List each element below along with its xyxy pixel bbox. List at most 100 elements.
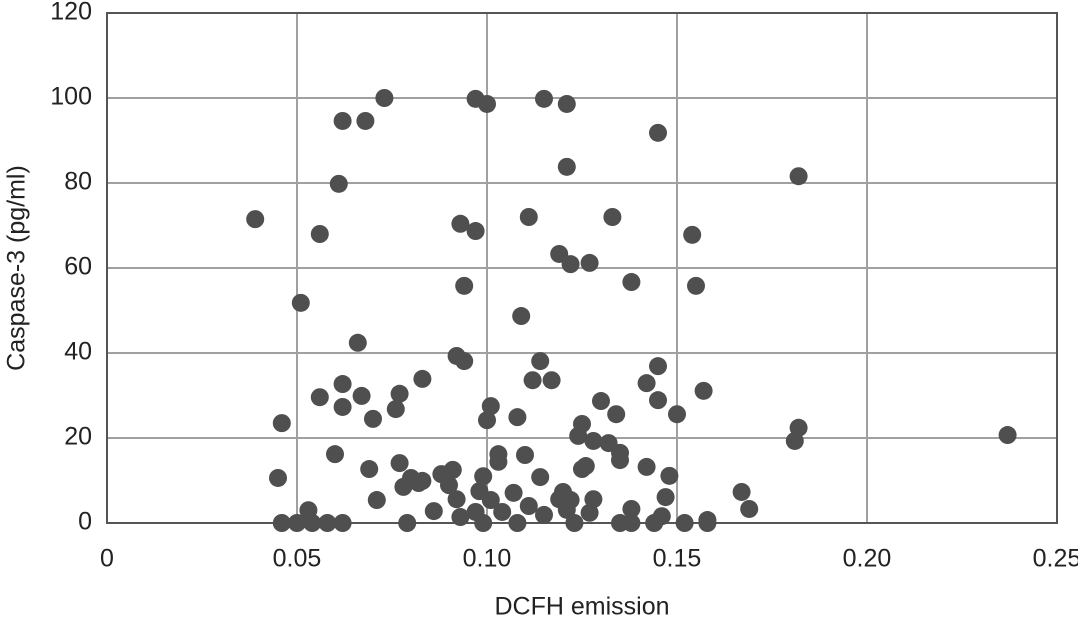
x-tick-label: 0.10 (463, 545, 512, 573)
point (683, 225, 702, 244)
point (489, 452, 508, 471)
point (424, 502, 443, 521)
point (512, 307, 531, 326)
point (390, 384, 409, 403)
point (481, 397, 500, 416)
point (333, 397, 352, 416)
y-tick-label: 120 (50, 0, 92, 26)
point (694, 381, 713, 400)
point (333, 514, 352, 532)
point (565, 514, 584, 532)
point (561, 491, 580, 510)
point (649, 123, 667, 142)
point (310, 225, 329, 243)
point (375, 89, 394, 107)
point (360, 460, 379, 479)
point (386, 400, 405, 419)
point (455, 352, 474, 371)
point (474, 467, 493, 486)
point (611, 443, 629, 462)
point (622, 499, 641, 518)
point (478, 94, 496, 113)
point (451, 214, 470, 233)
point (466, 222, 485, 241)
point (303, 514, 322, 532)
point (675, 514, 694, 532)
point (998, 426, 1017, 445)
x-tick-label: 0.05 (273, 545, 322, 573)
point (440, 476, 458, 495)
point (531, 352, 550, 371)
point (573, 414, 591, 433)
point (740, 499, 759, 518)
point (481, 491, 500, 510)
point (447, 490, 466, 509)
point (352, 386, 371, 405)
point (364, 409, 382, 428)
point (535, 505, 553, 524)
point (443, 460, 462, 479)
point (474, 514, 493, 532)
point (584, 431, 603, 450)
point (607, 405, 626, 424)
point (576, 457, 595, 476)
point (333, 375, 352, 394)
point (584, 490, 603, 509)
point (622, 273, 641, 292)
point (660, 466, 679, 485)
x-tick-label: 0 (100, 545, 114, 573)
point (413, 471, 432, 490)
x-tick-label: 0.20 (843, 545, 892, 573)
point (789, 167, 808, 186)
point (329, 174, 348, 193)
point (580, 253, 599, 272)
point (356, 111, 375, 130)
point (649, 357, 667, 376)
point (288, 514, 306, 532)
y-tick-label: 60 (64, 253, 92, 281)
point (455, 276, 474, 295)
point (367, 491, 386, 510)
point (398, 514, 417, 532)
x-tick-label: 0.25 (1033, 545, 1078, 573)
point (326, 445, 344, 464)
y-tick-label: 40 (64, 338, 92, 366)
point (504, 483, 523, 502)
point (637, 457, 656, 476)
point (272, 514, 291, 532)
point (318, 514, 337, 532)
point (557, 94, 576, 113)
point (580, 503, 599, 522)
point (413, 369, 432, 388)
point (732, 482, 751, 501)
y-tick-label: 80 (64, 168, 92, 196)
point (557, 157, 576, 176)
point (687, 276, 705, 295)
point (535, 89, 553, 108)
point (603, 208, 622, 226)
point (637, 374, 656, 393)
point (269, 468, 287, 487)
point (622, 514, 641, 532)
y-tick-label: 0 (78, 508, 92, 536)
point (698, 514, 717, 532)
point (789, 418, 808, 437)
point (649, 391, 667, 410)
point (519, 497, 538, 515)
point (493, 502, 512, 521)
point (531, 468, 550, 487)
y-tick-label: 100 (50, 83, 92, 111)
point (656, 488, 675, 507)
point (478, 411, 496, 430)
point (246, 210, 265, 229)
point (272, 414, 291, 433)
x-axis-label: DCFH emission (494, 593, 669, 621)
point (592, 392, 610, 411)
point (390, 454, 409, 473)
point (333, 111, 352, 130)
point (310, 388, 329, 407)
point (516, 446, 534, 464)
point (668, 405, 686, 424)
y-axis-label: Caspase-3 (pg/ml) (3, 165, 31, 371)
